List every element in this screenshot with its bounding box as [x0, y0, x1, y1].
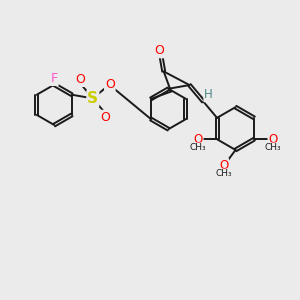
- Text: O: O: [193, 133, 203, 146]
- Text: CH₃: CH₃: [265, 143, 281, 152]
- Text: F: F: [51, 72, 58, 85]
- Text: O: O: [219, 159, 228, 172]
- Text: CH₃: CH₃: [215, 169, 232, 178]
- Text: H: H: [204, 88, 213, 101]
- Text: O: O: [76, 73, 85, 86]
- Text: O: O: [105, 78, 115, 91]
- Text: O: O: [100, 111, 110, 124]
- Text: S: S: [87, 91, 98, 106]
- Text: O: O: [154, 44, 164, 57]
- Text: CH₃: CH₃: [190, 143, 206, 152]
- Text: O: O: [268, 133, 278, 146]
